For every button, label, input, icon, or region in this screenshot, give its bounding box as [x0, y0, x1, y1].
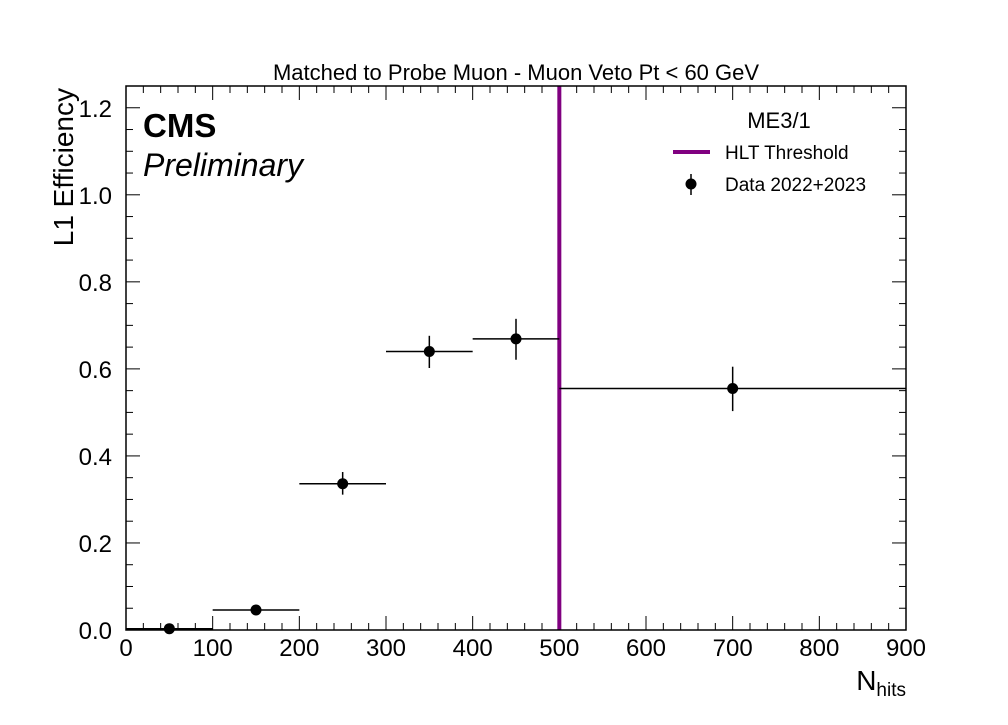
experiment-label: CMS: [143, 107, 216, 144]
y-tick-label: 0.4: [79, 444, 112, 471]
x-axis-label-sub: hits: [876, 680, 906, 701]
y-axis-label: L1 Efficiency: [48, 88, 79, 246]
x-axis-label-main: N: [856, 665, 876, 696]
legend-data-swatch: [685, 174, 697, 195]
x-tick-label: 500: [539, 635, 579, 662]
x-tick-label: 200: [279, 635, 319, 662]
x-axis-label: Nhits: [856, 665, 906, 701]
legend-data-swatch-marker: [685, 178, 697, 190]
data-point: [299, 472, 386, 495]
legend-title: ME3/1: [747, 108, 811, 133]
data-series: [126, 318, 906, 635]
legend: ME3/1 HLT Threshold Data 2022+2023: [673, 108, 866, 196]
x-tick-label: 300: [366, 635, 406, 662]
chart-title: Matched to Probe Muon - Muon Veto Pt < 6…: [273, 60, 759, 85]
y-tick-label: 0.0: [79, 618, 112, 645]
x-tick-label: 100: [193, 635, 233, 662]
data-point: [472, 318, 560, 360]
status-label: Preliminary: [143, 147, 305, 183]
data-marker: [727, 382, 739, 394]
data-marker: [163, 623, 175, 635]
x-tick-label: 800: [799, 635, 839, 662]
x-tick-label: 0: [119, 635, 132, 662]
legend-threshold-label: HLT Threshold: [725, 143, 849, 164]
y-tick-label: 0.8: [79, 270, 112, 297]
y-tick-label: 0.2: [79, 531, 112, 558]
data-marker: [250, 604, 262, 616]
y-tick-label: 1.2: [79, 96, 112, 123]
data-marker: [423, 345, 435, 357]
legend-data-label: Data 2022+2023: [725, 175, 866, 196]
x-tick-label: 600: [626, 635, 666, 662]
data-marker: [337, 478, 349, 490]
x-tick-label: 700: [713, 635, 753, 662]
y-tick-label: 1.0: [79, 183, 112, 210]
data-marker: [510, 333, 522, 345]
data-point: [559, 366, 906, 412]
x-tick-label: 400: [453, 635, 493, 662]
y-tick-label: 0.6: [79, 357, 112, 384]
data-point: [212, 604, 300, 616]
x-tick-label: 900: [886, 635, 926, 662]
plot-frame: [125, 85, 907, 631]
data-point: [386, 335, 473, 369]
axis-tick-labels: 0 100 200 300 400 500 600 700 800 900 0.0 0.2 0.4 0.6…: [79, 96, 926, 662]
